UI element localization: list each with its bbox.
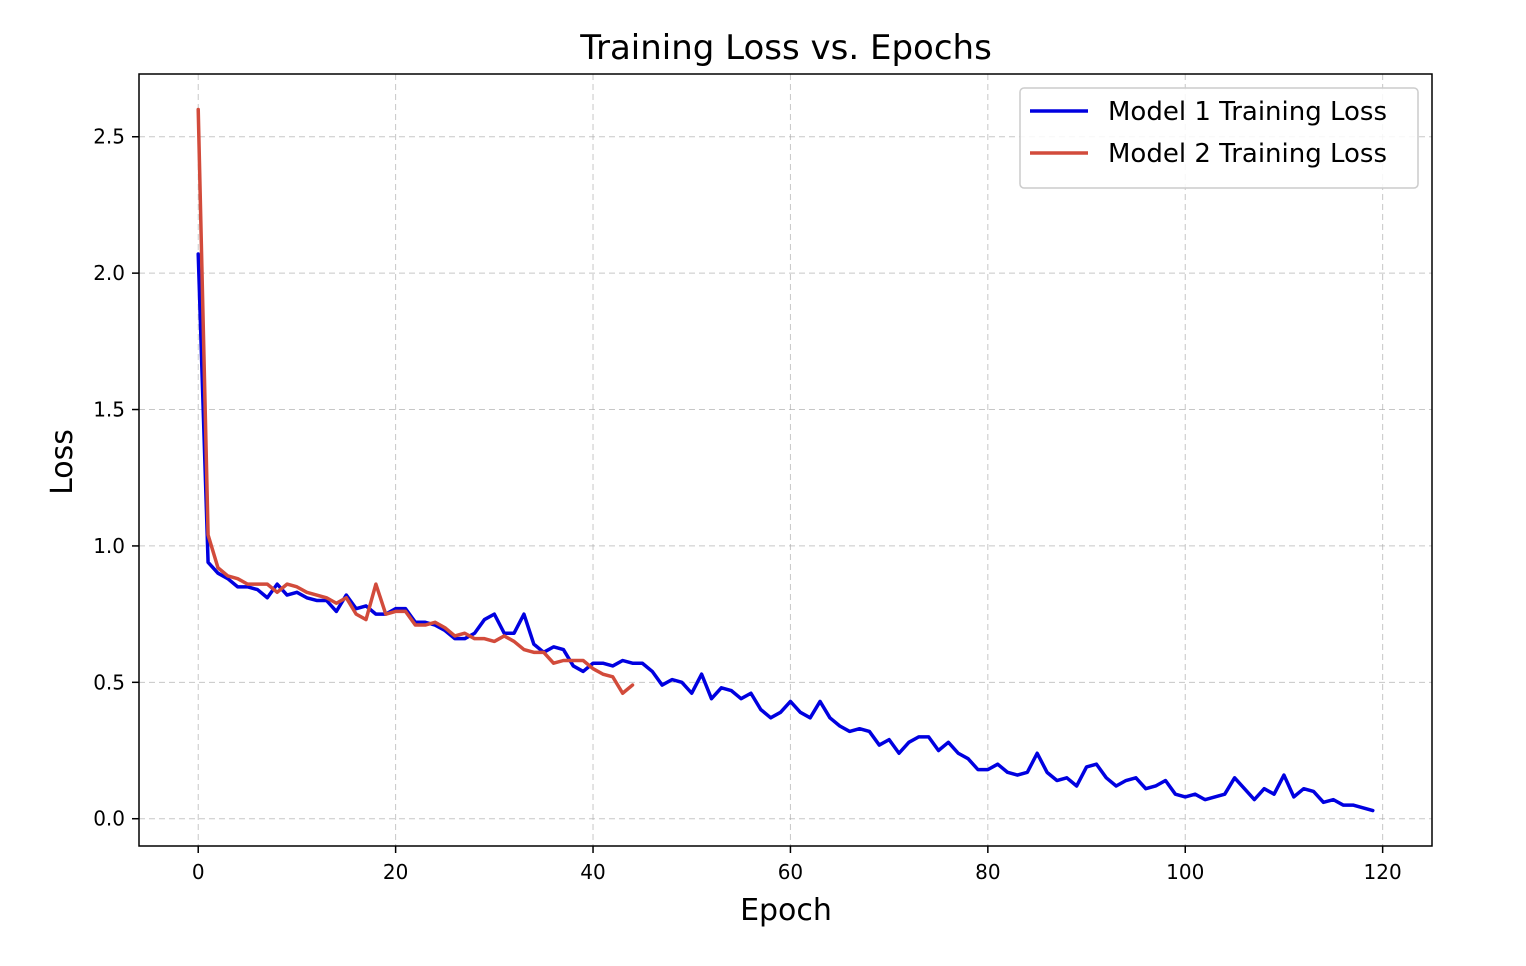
grid <box>139 74 1432 846</box>
legend-label: Model 1 Training Loss <box>1108 97 1387 127</box>
x-tick-label: 40 <box>580 860 605 884</box>
legend-label: Model 2 Training Loss <box>1108 139 1387 169</box>
x-tick-label: 60 <box>778 860 803 884</box>
y-tick-label: 2.0 <box>93 261 125 285</box>
y-tick-label: 2.5 <box>93 125 125 149</box>
x-tick-label: 0 <box>192 860 205 884</box>
x-axis-label: Epoch <box>740 893 832 928</box>
y-tick-label: 1.5 <box>93 398 125 422</box>
y-tick-label: 0.5 <box>93 670 125 694</box>
y-tick-label: 1.0 <box>93 534 125 558</box>
x-tick-label: 80 <box>975 860 1000 884</box>
x-tick-label: 20 <box>383 860 408 884</box>
plot-frame <box>138 73 1433 847</box>
axis-ticks: 0 20 40 60 80 100 120 0.0 0.5 1.0 1.5 2.0 2.5 <box>93 125 1402 884</box>
x-tick-label: 120 <box>1364 860 1402 884</box>
legend-box <box>1019 87 1419 189</box>
legend: Model 1 Training Loss Model 2 Training Lo… <box>1019 87 1419 189</box>
x-tick-label: 100 <box>1166 860 1204 884</box>
chart-title: Training Loss vs. Epochs <box>579 28 992 68</box>
series-line-model-1 <box>196 252 1375 813</box>
series-line-model-2 <box>196 107 635 695</box>
y-axis-label: Loss <box>45 429 80 495</box>
y-tick-label: 0.0 <box>93 807 125 831</box>
series-lines <box>196 107 1375 813</box>
